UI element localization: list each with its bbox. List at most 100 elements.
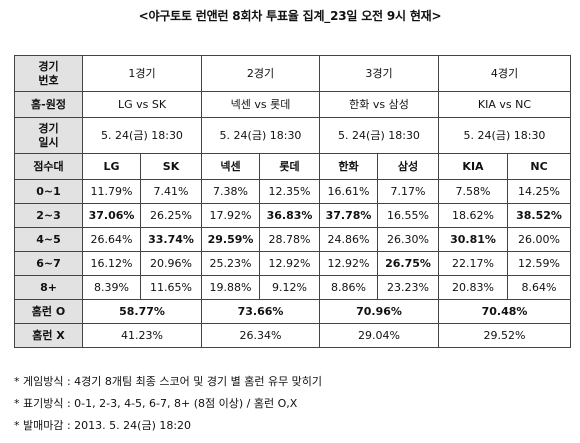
team-name: 넥센 (201, 153, 260, 180)
vote-rate-cell: 18.62% (438, 203, 508, 228)
vote-rate-cell: 26.64% (82, 227, 141, 252)
matchup-3: 한화 vs 삼성 (319, 91, 439, 118)
vote-rate-cell: 28.78% (259, 227, 320, 252)
homerun-x-value: 29.52% (438, 323, 571, 348)
vote-rate-cell: 33.74% (140, 227, 202, 252)
homerun-o-value: 70.48% (438, 299, 571, 324)
vote-rate-cell: 22.17% (438, 251, 508, 276)
homerun-o-value: 58.77% (82, 299, 202, 324)
score-row: 4~5 26.64% 33.74% 29.59% 28.78% 24.86% 26.30% 3… (14, 227, 571, 252)
team-name: 삼성 (377, 153, 439, 180)
vote-rate-cell: 7.38% (201, 179, 260, 204)
header-text: 번호 (38, 73, 59, 87)
matchup-4: KIA vs NC (438, 91, 571, 118)
vote-rate-table: 경기 번호 1경기 2경기 3경기 4경기 홈-원정 LG vs SK 넥센 v… (14, 55, 571, 348)
homerun-x-value: 26.34% (201, 323, 320, 348)
game-number-header: 경기 번호 (14, 55, 83, 92)
vote-rate-cell: 36.83% (259, 203, 320, 228)
score-range-label: 0~1 (14, 179, 83, 204)
homerun-o-value: 73.66% (201, 299, 320, 324)
vote-rate-cell: 26.25% (140, 203, 202, 228)
score-range-header: 점수대 (14, 153, 83, 180)
vote-rate-cell: 11.65% (140, 275, 202, 300)
vote-rate-cell: 26.00% (507, 227, 571, 252)
matchup-1: LG vs SK (82, 91, 202, 118)
score-range-label: 2~3 (14, 203, 83, 228)
vote-rate-cell: 12.92% (259, 251, 320, 276)
note-game-method: * 게임방식 : 4경기 8개팀 최종 스코어 및 경기 별 홈런 유무 맞히기 (14, 375, 323, 388)
score-row: 0~1 11.79% 7.41% 7.38% 12.35% 16.61% 7.17% 7.58… (14, 179, 571, 204)
game-4: 4경기 (438, 55, 571, 92)
note-deadline: * 발매마감 : 2013. 5. 24(금) 18:20 (14, 419, 192, 432)
vote-rate-cell: 12.92% (319, 251, 378, 276)
homerun-x-label: 홈런 X (14, 323, 83, 348)
homerun-x-value: 29.04% (319, 323, 439, 348)
homerun-x-value: 41.23% (82, 323, 202, 348)
team-row: 점수대 LG SK 넥센 롯데 한화 삼성 KIA NC (14, 153, 571, 180)
score-range-label: 4~5 (14, 227, 83, 252)
header-text: 일시 (38, 135, 59, 149)
vote-rate-cell: 16.12% (82, 251, 141, 276)
vote-rate-cell: 8.39% (82, 275, 141, 300)
vote-rate-cell: 37.78% (319, 203, 378, 228)
vote-rate-cell: 16.61% (319, 179, 378, 204)
vote-rate-cell: 8.64% (507, 275, 571, 300)
vote-rate-cell: 7.58% (438, 179, 508, 204)
vote-rate-cell: 29.59% (201, 227, 260, 252)
vote-rate-cell: 25.23% (201, 251, 260, 276)
vote-rate-cell: 16.55% (377, 203, 439, 228)
score-row: 6~7 16.12% 20.96% 25.23% 12.92% 12.92% 26.75% 2… (14, 251, 571, 276)
game-1: 1경기 (82, 55, 202, 92)
team-name: SK (140, 153, 202, 180)
vote-rate-cell: 9.12% (259, 275, 320, 300)
date-3: 5. 24(금) 18:30 (319, 117, 439, 154)
game-2: 2경기 (201, 55, 320, 92)
header-text: 경기 (38, 59, 59, 73)
note-notation: * 표기방식 : 0-1, 2-3, 4-5, 6-7, 8+ (8점 이상) … (14, 397, 298, 410)
vote-rate-cell: 20.83% (438, 275, 508, 300)
vote-rate-cell: 26.30% (377, 227, 439, 252)
homerun-o-value: 70.96% (319, 299, 439, 324)
matchup-2: 넥센 vs 롯데 (201, 91, 320, 118)
vote-rate-cell: 19.88% (201, 275, 260, 300)
date-2: 5. 24(금) 18:30 (201, 117, 320, 154)
matchup-row: 홈-원정 LG vs SK 넥센 vs 롯데 한화 vs 삼성 KIA vs N… (14, 91, 571, 118)
team-name: NC (507, 153, 571, 180)
vote-rate-cell: 7.41% (140, 179, 202, 204)
homerun-o-row: 홈런 O 58.77% 73.66% 70.96% 70.48% (14, 299, 571, 324)
team-name: LG (82, 153, 141, 180)
score-row: 8+ 8.39% 11.65% 19.88% 9.12% 8.86% 23.23% 20.83… (14, 275, 571, 300)
header-text: 경기 (38, 121, 59, 135)
vote-rate-cell: 26.75% (377, 251, 439, 276)
team-name: KIA (438, 153, 508, 180)
vote-rate-cell: 12.35% (259, 179, 320, 204)
date-header: 경기 일시 (14, 117, 83, 154)
vote-rate-cell: 12.59% (507, 251, 571, 276)
score-range-label: 8+ (14, 275, 83, 300)
home-away-header: 홈-원정 (14, 91, 83, 118)
vote-rate-cell: 23.23% (377, 275, 439, 300)
vote-rate-cell: 11.79% (82, 179, 141, 204)
vote-rate-cell: 37.06% (82, 203, 141, 228)
vote-rate-cell: 7.17% (377, 179, 439, 204)
date-4: 5. 24(금) 18:30 (438, 117, 571, 154)
vote-rate-cell: 8.86% (319, 275, 378, 300)
vote-rate-cell: 30.81% (438, 227, 508, 252)
team-name: 롯데 (259, 153, 320, 180)
score-rows: 0~1 11.79% 7.41% 7.38% 12.35% 16.61% 7.17% 7.58… (14, 179, 571, 300)
game-number-row: 경기 번호 1경기 2경기 3경기 4경기 (14, 55, 571, 92)
vote-rate-cell: 20.96% (140, 251, 202, 276)
page-title: <야구토토 런앤런 8회차 투표율 집계_23일 오전 9시 현재> (138, 9, 442, 23)
homerun-o-label: 홈런 O (14, 299, 83, 324)
score-range-label: 6~7 (14, 251, 83, 276)
team-name: 한화 (319, 153, 378, 180)
vote-rate-cell: 24.86% (319, 227, 378, 252)
date-1: 5. 24(금) 18:30 (82, 117, 202, 154)
score-row: 2~3 37.06% 26.25% 17.92% 36.83% 37.78% 16.55% 1… (14, 203, 571, 228)
homerun-x-row: 홈런 X 41.23% 26.34% 29.04% 29.52% (14, 323, 571, 348)
vote-rate-cell: 14.25% (507, 179, 571, 204)
notes: * 게임방식 : 4경기 8개팀 최종 스코어 및 경기 별 홈런 유무 맞히기… (14, 371, 322, 437)
game-3: 3경기 (319, 55, 439, 92)
date-row: 경기 일시 5. 24(금) 18:30 5. 24(금) 18:30 5. 2… (14, 117, 571, 154)
vote-rate-cell: 17.92% (201, 203, 260, 228)
